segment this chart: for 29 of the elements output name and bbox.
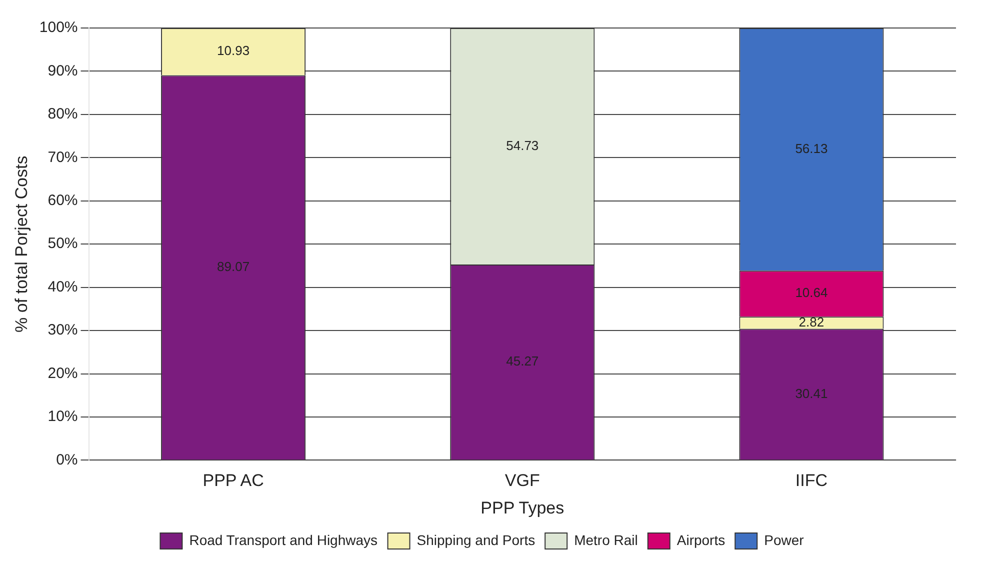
y-tick-label: 0% [56, 451, 78, 468]
y-tick-label: 40% [48, 278, 78, 296]
y-tick-label: 20% [48, 364, 78, 382]
x-tick-label: VGF [504, 471, 540, 490]
legend-label: Airports [676, 532, 726, 548]
legend-label: Road Transport and Highways [189, 532, 378, 548]
data-label: 54.73 [506, 138, 539, 153]
y-axis-title: % of total Porject Costs [12, 156, 31, 332]
legend-label: Shipping and Ports [416, 532, 536, 548]
x-tick-label: IIFC [795, 471, 828, 490]
x-axis-title: PPP Types [480, 498, 564, 518]
data-label: 2.82 [798, 314, 824, 330]
y-tick-label: 80% [48, 106, 78, 123]
legend-label: Metro Rail [574, 532, 638, 548]
data-label: 10.64 [795, 285, 828, 300]
data-label: 30.41 [795, 386, 828, 401]
y-tick-label: 100% [39, 19, 78, 36]
data-label: 45.27 [506, 354, 539, 369]
y-tick-label: 10% [48, 408, 78, 426]
y-tick-label: 70% [48, 148, 78, 166]
x-tick-label: PPP AC [202, 471, 264, 490]
y-tick-label: 30% [48, 322, 78, 339]
y-tick-label: 60% [48, 192, 78, 210]
data-label: 89.07 [217, 259, 250, 274]
data-label: 56.13 [795, 140, 828, 156]
y-tick-label: 90% [48, 62, 78, 80]
y-tick-label: 50% [48, 235, 78, 252]
legend-label: Power [764, 532, 804, 548]
data-label: 10.93 [217, 43, 250, 58]
